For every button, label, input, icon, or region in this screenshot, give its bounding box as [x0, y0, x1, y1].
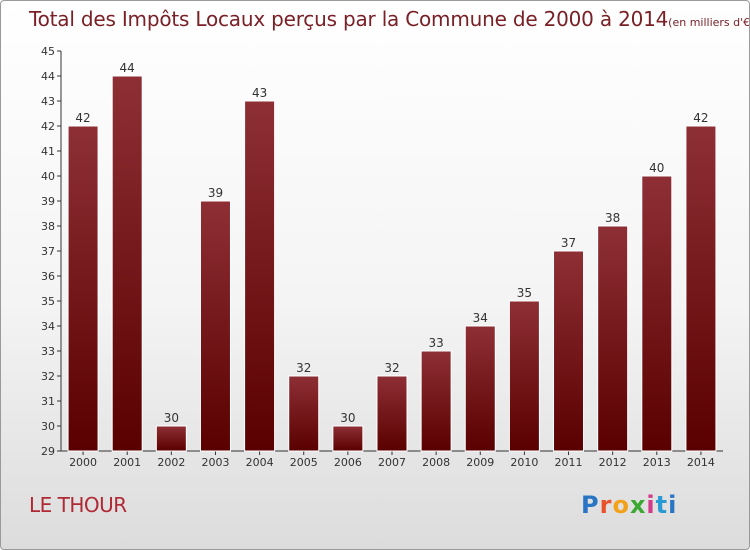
x-tick-label-2005: 2005	[290, 456, 318, 469]
chart-bars	[67, 75, 717, 452]
x-tick-label-2014: 2014	[687, 456, 715, 469]
x-tick-label-2013: 2013	[643, 456, 671, 469]
x-tick-label-2009: 2009	[466, 456, 494, 469]
logo-letter: i	[646, 491, 656, 519]
y-tick-label: 29	[41, 445, 55, 458]
data-label-2013: 40	[649, 161, 664, 175]
x-tick-label-2011: 2011	[555, 456, 583, 469]
x-tick-label-2012: 2012	[599, 456, 627, 469]
data-label-2003: 39	[208, 186, 223, 200]
x-tick-label-2000: 2000	[69, 456, 97, 469]
data-label-2006: 30	[340, 411, 355, 425]
bar-2000	[67, 125, 99, 452]
data-label-2009: 34	[473, 311, 488, 325]
bar-2013	[641, 175, 673, 452]
chart-unit: (en milliers d'€)	[668, 16, 750, 29]
y-tick-label: 36	[41, 270, 55, 283]
chart-axes: 29 30 31 32 33 34 35 36 37 38 39 40 41 42 43 44 45 2000 20…	[41, 45, 723, 469]
x-tick-label-2004: 2004	[246, 456, 274, 469]
data-label-2004: 43	[252, 86, 267, 100]
bar-2008	[420, 350, 452, 452]
y-tick-label: 45	[41, 45, 55, 58]
y-tick-label: 37	[41, 245, 55, 258]
y-tick-label: 39	[41, 195, 55, 208]
bar-2005	[288, 375, 320, 452]
logo-letter: x	[629, 491, 647, 519]
data-label-2008: 33	[428, 336, 443, 350]
y-tick-label: 44	[41, 70, 55, 83]
logo-letter: P	[581, 491, 600, 519]
chart-title: Total des Impôts Locaux perçus par la Co…	[29, 7, 750, 31]
y-tick-label: 40	[41, 170, 55, 183]
y-tick-label: 42	[41, 120, 55, 133]
y-tick-label: 33	[41, 345, 55, 358]
chart-data-labels: 42 44 30 39 43 32 30 32 33 34 35 37 38 40 42	[75, 61, 708, 425]
data-label-2007: 32	[384, 361, 399, 375]
data-label-2001: 44	[120, 61, 135, 75]
data-label-2010: 35	[517, 286, 532, 300]
chart-title-text: Total des Impôts Locaux perçus par la Co…	[29, 7, 669, 31]
bar-2004	[244, 100, 276, 452]
data-label-2014: 42	[693, 111, 708, 125]
bar-2006	[332, 425, 364, 452]
y-tick-label: 35	[41, 295, 55, 308]
bar-2003	[199, 200, 231, 452]
y-tick-label: 38	[41, 220, 55, 233]
x-tick-label-2001: 2001	[113, 456, 141, 469]
bar-2010	[508, 300, 540, 452]
y-tick-label: 41	[41, 145, 55, 158]
bar-2002	[155, 425, 187, 452]
y-tick-label: 30	[41, 420, 55, 433]
logo-letter: t	[655, 491, 669, 519]
y-tick-label: 31	[41, 395, 55, 408]
x-tick-label-2002: 2002	[157, 456, 185, 469]
data-label-2011: 37	[561, 236, 576, 250]
bar-2014	[685, 125, 717, 452]
bar-2011	[553, 250, 585, 452]
x-tick-label-2003: 2003	[201, 456, 229, 469]
bar-2012	[597, 225, 629, 452]
x-tick-label-2008: 2008	[422, 456, 450, 469]
data-label-2012: 38	[605, 211, 620, 225]
x-tick-label-2006: 2006	[334, 456, 362, 469]
data-label-2002: 30	[164, 411, 179, 425]
data-label-2000: 42	[75, 111, 90, 125]
logo-letter: i	[668, 491, 678, 519]
logo-letter: o	[612, 491, 630, 519]
x-tick-label-2007: 2007	[378, 456, 406, 469]
bar-2001	[111, 75, 143, 452]
bar-2009	[464, 325, 496, 452]
x-tick-label-2010: 2010	[510, 456, 538, 469]
proxiti-logo[interactable]: Proxiti	[581, 491, 677, 519]
bar-2007	[376, 375, 408, 452]
data-label-2005: 32	[296, 361, 311, 375]
logo-letter: r	[599, 491, 613, 519]
y-tick-label: 32	[41, 370, 55, 383]
y-tick-label: 34	[41, 320, 55, 333]
commune-name: LE THOUR	[29, 493, 127, 517]
y-tick-label: 43	[41, 95, 55, 108]
